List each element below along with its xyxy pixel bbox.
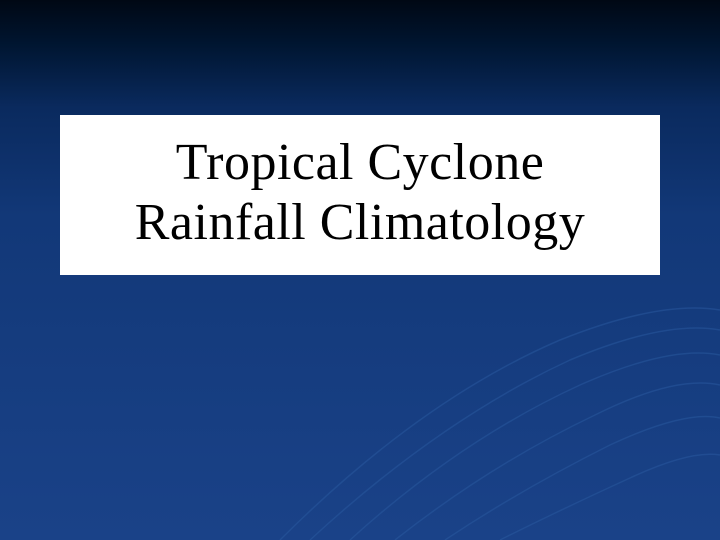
slide-title: Tropical Cyclone Rainfall Climatology [90, 133, 630, 253]
title-line-2: Rainfall Climatology [135, 194, 586, 251]
title-line-1: Tropical Cyclone [176, 134, 545, 191]
title-container: Tropical Cyclone Rainfall Climatology [60, 115, 660, 275]
